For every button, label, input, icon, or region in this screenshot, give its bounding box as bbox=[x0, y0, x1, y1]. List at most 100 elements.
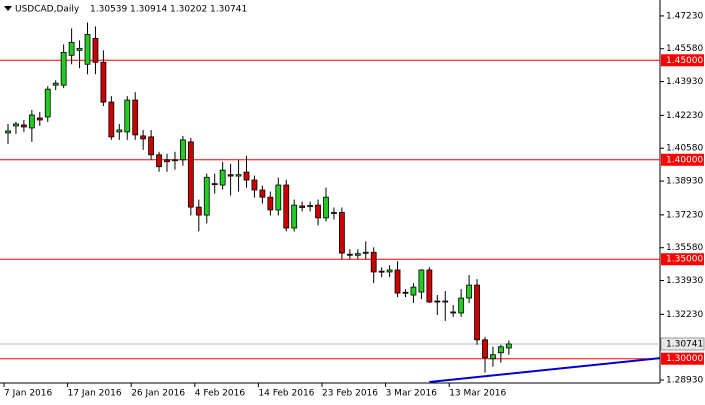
candle-body bbox=[108, 101, 115, 138]
header-value: 1.30539 bbox=[90, 5, 127, 15]
y-tick-label: 1.42230 bbox=[666, 111, 703, 121]
candle-body bbox=[442, 300, 449, 303]
level-label: 1.45000 bbox=[666, 56, 703, 66]
candle-body bbox=[28, 114, 35, 129]
candle-body bbox=[291, 204, 298, 229]
candle-body bbox=[116, 129, 123, 133]
candle-body bbox=[362, 251, 369, 254]
candle-body bbox=[275, 184, 282, 211]
candle-body bbox=[195, 206, 202, 216]
candle-body bbox=[132, 99, 139, 136]
candle-body bbox=[52, 82, 59, 86]
y-tick-label: 1.40580 bbox=[666, 144, 703, 154]
candle-body bbox=[394, 269, 401, 294]
candle-body bbox=[156, 154, 162, 168]
y-tick-label: 1.35580 bbox=[666, 243, 703, 253]
candle-body bbox=[490, 354, 496, 360]
candle-body bbox=[68, 41, 75, 56]
y-tick-label: 1.28930 bbox=[666, 376, 703, 386]
candle-body bbox=[267, 196, 274, 211]
level-label: 1.35000 bbox=[666, 255, 703, 265]
candle-body bbox=[378, 270, 385, 273]
candle-body bbox=[386, 269, 393, 273]
candle-body bbox=[124, 99, 131, 133]
level-label: 1.30000 bbox=[666, 354, 703, 364]
y-tick-label: 1.47230 bbox=[666, 11, 703, 21]
candle-body bbox=[402, 291, 409, 294]
x-tick-label: 17 Jan 2016 bbox=[68, 389, 122, 399]
level-label-box bbox=[661, 54, 704, 67]
candle-body bbox=[44, 88, 51, 118]
level-label-box bbox=[661, 253, 704, 266]
candle-body bbox=[458, 297, 465, 314]
candle-body bbox=[450, 311, 457, 314]
candle-body bbox=[410, 286, 417, 296]
header-value: 1.30914 bbox=[130, 5, 167, 15]
candle-body bbox=[60, 51, 67, 86]
header-value: 1.30202 bbox=[170, 5, 207, 15]
candle-body bbox=[227, 174, 234, 177]
x-tick-label: 23 Feb 2016 bbox=[322, 389, 378, 399]
candle-body bbox=[323, 196, 329, 219]
candle-body bbox=[84, 34, 91, 65]
chart-title: USDCAD,Daily bbox=[15, 5, 80, 15]
y-tick-label: 1.33930 bbox=[666, 276, 703, 286]
candle-body bbox=[187, 141, 194, 208]
candle-body bbox=[243, 171, 250, 181]
candle-body bbox=[259, 189, 266, 198]
candle-body bbox=[426, 269, 433, 303]
candle-body bbox=[505, 343, 512, 349]
candle-body bbox=[20, 124, 27, 128]
candle-body bbox=[307, 205, 314, 207]
candle-body bbox=[315, 204, 321, 219]
candle-body bbox=[370, 251, 377, 273]
candle-body bbox=[497, 346, 504, 354]
candle-body bbox=[140, 135, 147, 140]
candle-body bbox=[434, 300, 441, 303]
candle-body bbox=[100, 61, 107, 103]
candle-body bbox=[148, 136, 155, 156]
candle-body bbox=[331, 212, 337, 214]
y-tick-label: 1.43930 bbox=[666, 77, 703, 87]
candle-body bbox=[92, 37, 99, 63]
x-tick-label: 26 Jan 2016 bbox=[131, 389, 185, 399]
y-tick-label: 1.38930 bbox=[666, 177, 703, 187]
candle-body bbox=[179, 139, 186, 161]
x-tick-label: 3 Mar 2016 bbox=[386, 389, 438, 399]
candle-body bbox=[283, 184, 290, 229]
candle-body bbox=[211, 183, 218, 186]
candle-body bbox=[36, 117, 43, 121]
y-tick-label: 1.45580 bbox=[666, 44, 703, 54]
menu-arrow[interactable] bbox=[4, 6, 12, 11]
level-label: 1.40000 bbox=[666, 155, 703, 165]
candle-body bbox=[76, 47, 83, 51]
y-tick-label: 1.37230 bbox=[666, 210, 703, 220]
level-label-box bbox=[661, 352, 704, 365]
current-price-box bbox=[660, 337, 705, 351]
candle-body bbox=[172, 159, 178, 162]
candle-body bbox=[474, 284, 480, 341]
y-tick-label: 1.32230 bbox=[666, 310, 703, 320]
candle-body bbox=[418, 269, 425, 293]
candle-body bbox=[203, 176, 210, 216]
candle-body bbox=[482, 339, 488, 359]
candle-body bbox=[219, 169, 226, 186]
candle-body bbox=[346, 253, 353, 256]
candle-body bbox=[251, 179, 258, 191]
trendline bbox=[429, 357, 661, 383]
candle-body bbox=[338, 212, 345, 254]
candle-body bbox=[354, 253, 361, 256]
candle-body bbox=[299, 205, 306, 208]
x-tick-label: 13 Mar 2016 bbox=[449, 389, 506, 399]
candle-body bbox=[13, 123, 19, 127]
level-label-box bbox=[661, 153, 704, 166]
x-tick-label: 7 Jan 2016 bbox=[4, 389, 52, 399]
x-tick-label: 4 Feb 2016 bbox=[195, 389, 246, 399]
candle-body bbox=[5, 130, 11, 134]
x-tick-label: 14 Feb 2016 bbox=[258, 389, 314, 399]
candle-body bbox=[235, 174, 242, 177]
header-value: 1.30741 bbox=[210, 5, 247, 15]
candle-body bbox=[466, 284, 473, 299]
